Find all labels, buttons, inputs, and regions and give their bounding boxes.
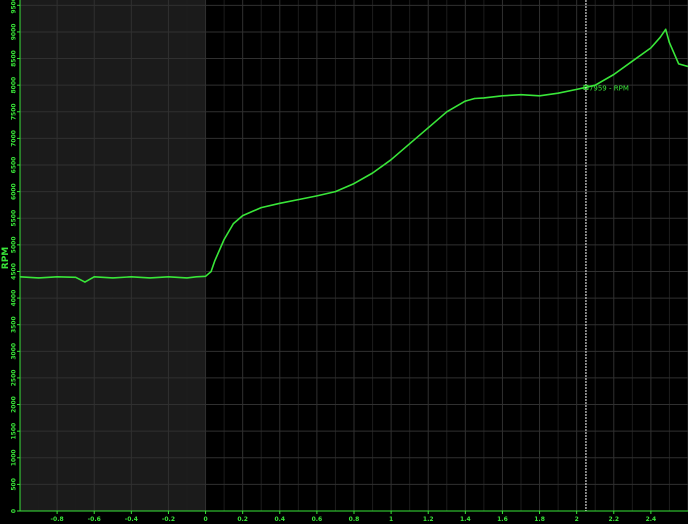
x-tick-label: 1.8 [534, 516, 545, 523]
rpm-data-point [334, 191, 337, 193]
rpm-data-point [279, 202, 281, 204]
y-tick-label: 2500 [11, 370, 18, 387]
y-tick-label: 8000 [11, 77, 18, 94]
y-tick-label: 7000 [11, 130, 18, 147]
x-tick-label: 0 [203, 516, 207, 523]
y-tick-label: 3000 [11, 343, 18, 360]
rpm-data-point [316, 195, 318, 197]
rpm-data-point [390, 159, 392, 161]
x-tick-label: 0.2 [237, 516, 248, 523]
rpm-data-point [446, 111, 448, 113]
y-tick-label: 1000 [11, 449, 18, 466]
rpm-data-point [186, 277, 188, 279]
y-tick-label: 0 [11, 509, 18, 513]
rpm-data-point [474, 97, 476, 100]
rpm-data-point [483, 97, 485, 99]
y-tick-label: 4500 [11, 263, 18, 280]
axes [17, 0, 688, 514]
x-tick-label: -0.2 [162, 516, 175, 523]
x-tick-label: -0.4 [125, 516, 138, 523]
rpm-data-point [223, 238, 225, 241]
rpm-data-point [93, 276, 95, 278]
rpm-data-point [501, 95, 504, 97]
x-tick-label: 1.2 [423, 516, 434, 523]
cursor-readout: 7959 - RPM [589, 84, 629, 92]
x-tick-label: 2 [575, 516, 579, 523]
rpm-data-point [650, 47, 652, 49]
y-tick-label: 9000 [11, 24, 18, 41]
rpm-data-point [371, 172, 374, 174]
y-tick-label: 6000 [11, 183, 18, 200]
rpm-data-point [557, 92, 559, 94]
rpm-data-point [665, 28, 667, 30]
rpm-data-point [464, 100, 466, 102]
x-tick-label: 2.2 [608, 516, 619, 523]
x-tick-label: 0.8 [349, 516, 360, 523]
rpm-data-point [659, 36, 661, 38]
rpm-data-point [56, 276, 58, 278]
rpm-data-point [37, 277, 40, 279]
y-tick-label: 4000 [11, 290, 18, 307]
x-tick-label: 0.4 [274, 516, 285, 523]
y-tick-label: 1500 [11, 423, 18, 440]
cursor-marker[interactable] [583, 84, 589, 90]
rpm-data-point [538, 95, 541, 97]
rpm-data-point [204, 275, 207, 277]
x-tick-label: 1.4 [460, 516, 471, 523]
x-tick-label: 0.6 [312, 516, 323, 523]
rpm-data-point [594, 84, 596, 86]
x-tick-label: 2.4 [646, 516, 657, 523]
series-layer [19, 28, 688, 283]
x-tick-label: -0.8 [51, 516, 64, 523]
x-tick-label: 1 [389, 516, 393, 523]
rpm-data-point [167, 276, 170, 278]
rpm-data-point [427, 127, 429, 129]
y-tick-label: 5000 [11, 237, 18, 254]
rpm-data-point [149, 277, 151, 279]
rpm-data-point [214, 260, 216, 262]
y-tick-label: 7500 [11, 103, 18, 120]
rpm-data-point [195, 276, 197, 278]
rpm-data-point [84, 281, 86, 283]
y-axis-label: RPM [1, 247, 11, 270]
rpm-data-point [409, 143, 411, 145]
rpm-data-point [242, 214, 244, 217]
y-tick-label: 9500 [11, 0, 18, 14]
x-tick-label: -0.6 [88, 516, 101, 523]
y-tick-label: 6500 [11, 157, 18, 174]
rpm-data-point [668, 41, 671, 44]
cursor[interactable]: 7959 - RPM [583, 0, 629, 511]
y-tick-label: 3500 [11, 316, 18, 333]
y-tick-label: 500 [11, 478, 18, 491]
rpm-data-point [210, 270, 212, 273]
rpm-data-point [353, 183, 355, 185]
tick-labels: 0 500 1000 1500 2000 2500 3000 3500 4000 4500 5000… [11, 0, 657, 523]
rpm-data-point [112, 277, 114, 279]
rpm-data-point [75, 276, 77, 278]
x-tick-label: 1.6 [497, 516, 508, 523]
rpm-data-point [19, 276, 21, 278]
rpm-data-point [631, 60, 633, 62]
rpm-data-point [130, 276, 132, 278]
rpm-data-point [232, 222, 234, 225]
rpm-data-point [576, 88, 578, 91]
rpm-data-point [613, 73, 615, 76]
y-tick-label: 8500 [11, 50, 18, 67]
y-tick-label: 2000 [11, 396, 18, 413]
rpm-data-point [297, 199, 299, 201]
rpm-data-point [520, 94, 522, 96]
rpm-data-point [260, 206, 262, 209]
y-tick-label: 5500 [11, 210, 18, 227]
rpm-data-point [678, 63, 680, 65]
grid [19, 0, 688, 512]
